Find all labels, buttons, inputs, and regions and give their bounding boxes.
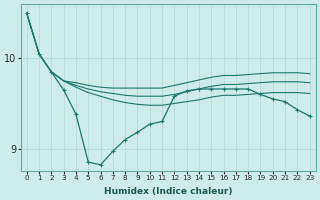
X-axis label: Humidex (Indice chaleur): Humidex (Indice chaleur) bbox=[104, 187, 232, 196]
